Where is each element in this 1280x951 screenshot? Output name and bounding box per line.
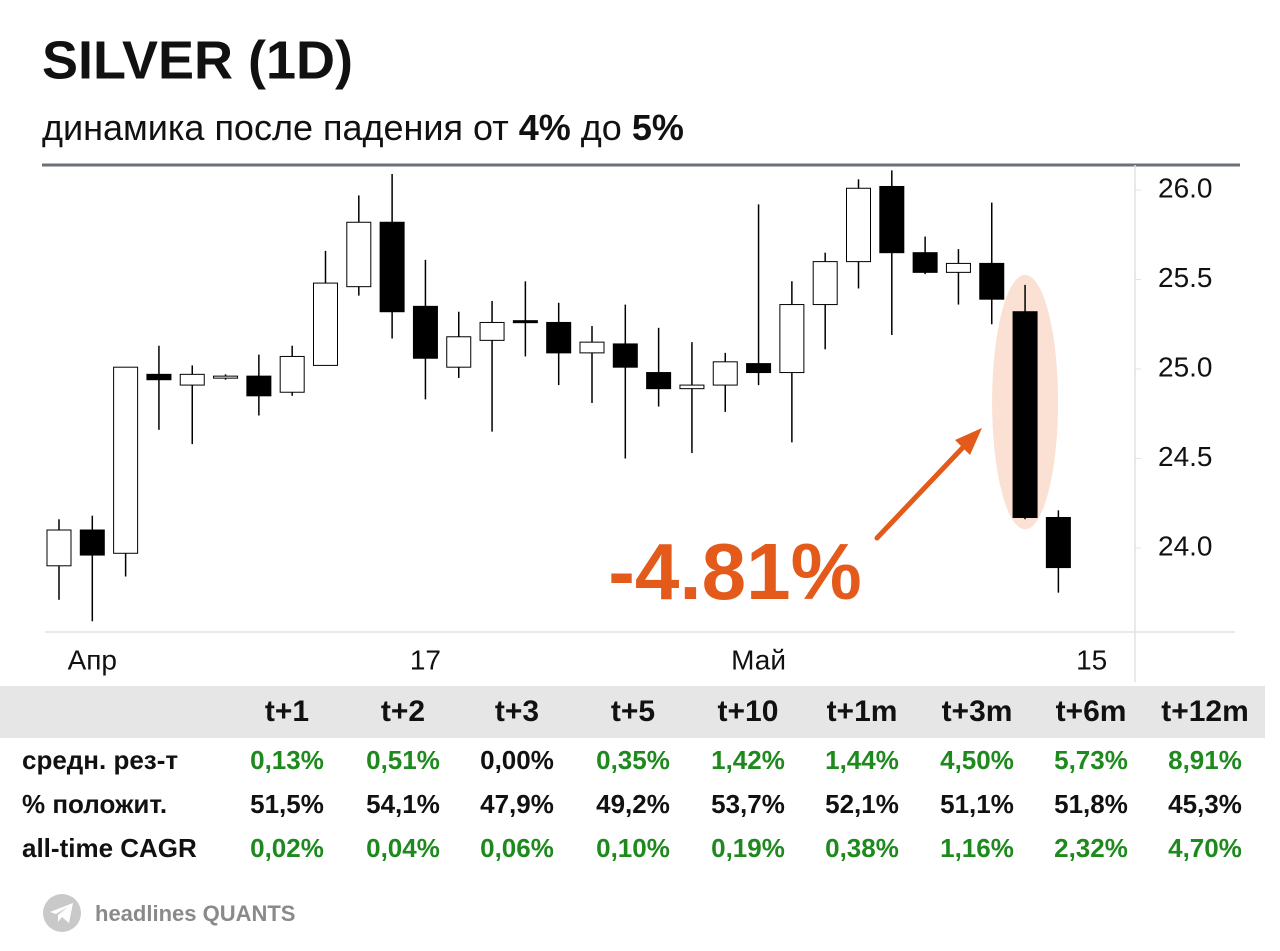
x-tick-label: 15 bbox=[1076, 644, 1107, 675]
table-cell: 47,9% bbox=[480, 789, 554, 819]
candle-body bbox=[546, 321, 572, 354]
candle-body bbox=[479, 321, 505, 341]
table-header: t+1 bbox=[265, 695, 309, 728]
candle-body bbox=[1045, 516, 1071, 569]
candle-body bbox=[412, 305, 438, 359]
candle-body bbox=[79, 529, 105, 556]
y-tick-label: 24.0 bbox=[1158, 530, 1213, 561]
subtitle-part: 4% bbox=[519, 107, 571, 148]
candle-body bbox=[1012, 311, 1038, 518]
table-header: t+3m bbox=[942, 695, 1013, 728]
table-cell: 53,7% bbox=[711, 789, 785, 819]
subtitle-part: до bbox=[571, 107, 632, 148]
x-tick-label: Май bbox=[731, 644, 786, 675]
x-tick-label: 17 bbox=[410, 644, 441, 675]
candle-body bbox=[246, 375, 272, 397]
table-cell: 0,04% bbox=[366, 833, 440, 863]
table-cell: 0,06% bbox=[480, 833, 554, 863]
table-cell: 45,3% bbox=[1168, 789, 1242, 819]
candle-body bbox=[679, 384, 705, 390]
row-label: средн. рез-т bbox=[22, 745, 178, 775]
table-cell: 1,42% bbox=[711, 745, 785, 775]
subtitle-part: динамика после падения от bbox=[42, 107, 519, 148]
telegram-plane bbox=[50, 903, 73, 923]
table-cell: 51,1% bbox=[940, 789, 1014, 819]
table-cell: 49,2% bbox=[596, 789, 670, 819]
table-cell: 4,70% bbox=[1168, 833, 1242, 863]
table-cell: 51,5% bbox=[250, 789, 324, 819]
candle-body bbox=[646, 372, 672, 390]
plot: 24.0 24.5 25.0 25.5 26.0 Апр 17 Май 15 -4.81% bbox=[46, 170, 1213, 675]
chart-title: SILVER (1D) bbox=[42, 30, 353, 90]
candle-body bbox=[612, 343, 638, 368]
y-tick-label: 24.5 bbox=[1158, 441, 1213, 472]
candle-body bbox=[979, 262, 1005, 300]
candle-body bbox=[213, 375, 239, 379]
candle-body bbox=[912, 252, 938, 273]
table-cell: 0,38% bbox=[825, 833, 899, 863]
candle-body bbox=[712, 361, 738, 386]
candle-body bbox=[312, 282, 338, 366]
table-header: t+6m bbox=[1056, 695, 1127, 728]
table-cell: 0,00% bbox=[480, 745, 554, 775]
table-cell: 1,44% bbox=[825, 745, 899, 775]
table-cell: 2,32% bbox=[1054, 833, 1128, 863]
footer: headlines QUANTS bbox=[95, 901, 295, 926]
candle-body bbox=[779, 304, 805, 374]
table-cell: 0,19% bbox=[711, 833, 785, 863]
table-cell: 0,10% bbox=[596, 833, 670, 863]
table: t+1 t+2 t+3 t+5 t+10 t+1m t+3m t+6m t+12m средн. … bbox=[22, 695, 1249, 863]
table-header: t+10 bbox=[718, 695, 779, 728]
candle-body bbox=[179, 373, 205, 386]
candle-body bbox=[113, 366, 139, 554]
table-header: t+2 bbox=[381, 695, 425, 728]
candle-body bbox=[579, 341, 605, 354]
table-header: t+12m bbox=[1161, 695, 1249, 728]
candle-body bbox=[846, 187, 872, 263]
table-cell: 0,13% bbox=[250, 745, 324, 775]
candle-body bbox=[379, 221, 405, 313]
y-tick-label: 26.0 bbox=[1158, 172, 1213, 203]
y-tick-label: 25.0 bbox=[1158, 351, 1213, 382]
chart-subtitle: динамика после падения от 4% до 5% bbox=[42, 107, 684, 148]
table-header: t+5 bbox=[611, 695, 655, 728]
annotation-arrowhead bbox=[955, 428, 982, 455]
candle-body bbox=[746, 363, 772, 374]
candle-body bbox=[346, 221, 372, 288]
row-label: % положит. bbox=[22, 789, 167, 819]
candle-body bbox=[279, 355, 305, 393]
table-header-band bbox=[0, 686, 1265, 738]
candle-body bbox=[46, 529, 72, 567]
x-tick-label: Апр bbox=[68, 644, 117, 675]
candle-body bbox=[812, 261, 838, 306]
candle-body bbox=[945, 262, 971, 273]
table-cell: 8,91% bbox=[1168, 745, 1242, 775]
table-cell: 0,35% bbox=[596, 745, 670, 775]
candle-body bbox=[512, 320, 538, 324]
candle-body bbox=[879, 185, 905, 254]
table-cell: 1,16% bbox=[940, 833, 1014, 863]
table-header: t+1m bbox=[827, 695, 898, 728]
table-cell: 5,73% bbox=[1054, 745, 1128, 775]
candle-body bbox=[146, 373, 172, 381]
subtitle-part: 5% bbox=[632, 107, 684, 148]
table-cell: 51,8% bbox=[1054, 789, 1128, 819]
annotation: -4.81% bbox=[608, 527, 861, 616]
table-header: t+3 bbox=[495, 695, 539, 728]
candle-body bbox=[446, 336, 472, 368]
y-tick-label: 25.5 bbox=[1158, 262, 1213, 293]
table-cell: 54,1% bbox=[366, 789, 440, 819]
table-cell: 0,02% bbox=[250, 833, 324, 863]
annotation-arrow bbox=[874, 437, 973, 541]
row-label: all-time CAGR bbox=[22, 833, 197, 863]
table-cell: 0,51% bbox=[366, 745, 440, 775]
table-cell: 52,1% bbox=[825, 789, 899, 819]
table-cell: 4,50% bbox=[940, 745, 1014, 775]
